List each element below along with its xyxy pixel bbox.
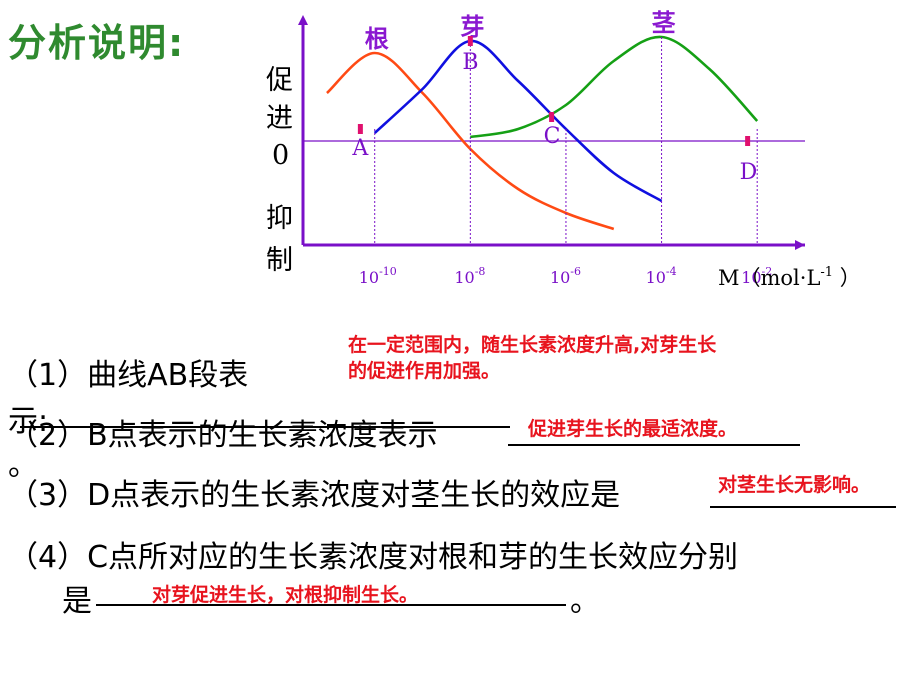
y-axis-arrow [298,15,308,25]
y-label-zero: 0 [272,140,290,171]
q1-answer-line1: 在一定范围内，随生长素浓度升高,对芽生长 [348,334,717,356]
question-1: （1）曲线AB段表 [8,358,249,393]
x-tick-label-3: 10-4 [646,265,677,287]
q3-blank-line [710,506,896,508]
root-curve [326,51,615,231]
series-label-stem: 茎 [652,9,676,37]
question-2: （2）B点表示的生长素浓度表示 [8,418,438,453]
auxin-response-chart: 根芽茎10-10 10-8 10-6 10-4 10-2ABCDM（mol·L-1 ） [298,9,861,290]
point-marker-b [467,36,473,46]
bud-curve [373,39,663,203]
point-marker-a [357,124,363,134]
point-label-c: C [544,124,561,149]
x-unit-label: M（mol·L-1 ） [718,265,861,290]
question-4: （4）C点所对应的生长素浓度对根和芽的生长效应分别 [8,540,739,575]
stem-curve [470,35,759,139]
q2-answer: 促进芽生长的最适浓度。 [528,418,738,440]
point-label-a: A [351,136,369,161]
point-marker-d [745,136,751,146]
x-tick-label-2: 10-6 [550,265,581,287]
strike-line [20,426,510,428]
q1-answer-line2: 的促进作用加强。 [348,360,501,382]
point-marker-c [549,112,555,122]
x-tick-label-1: 10-8 [454,265,485,287]
x-tick-label-0: 10-10 [359,265,397,287]
q2-end: 。 [8,448,38,483]
x-axis-arrow [795,240,805,250]
y-label-promote-2: 进 [266,103,293,134]
y-label-inhibit-1: 抑 [266,203,293,234]
point-label-b: B [462,50,478,75]
question-4-line2: 是 [62,584,92,619]
y-label-inhibit-2: 制 [266,245,293,276]
question-3: （3）D点表示的生长素浓度对茎生长的效应是 [8,478,621,513]
point-label-d: D [740,160,758,185]
q4-answer: 对芽促进生长，对根抑制生长。 [152,584,419,606]
series-label-root: 根 [365,25,389,53]
q3-answer: 对茎生长无影响。 [718,474,871,496]
y-label-promote-1: 促 [266,65,293,96]
q2-blank-line [508,444,800,446]
question-1-wrap: 示: [8,404,49,439]
page-title: 分析说明: [8,21,186,65]
q4-end: 。 [570,584,600,619]
q4-blank-line [96,604,566,606]
